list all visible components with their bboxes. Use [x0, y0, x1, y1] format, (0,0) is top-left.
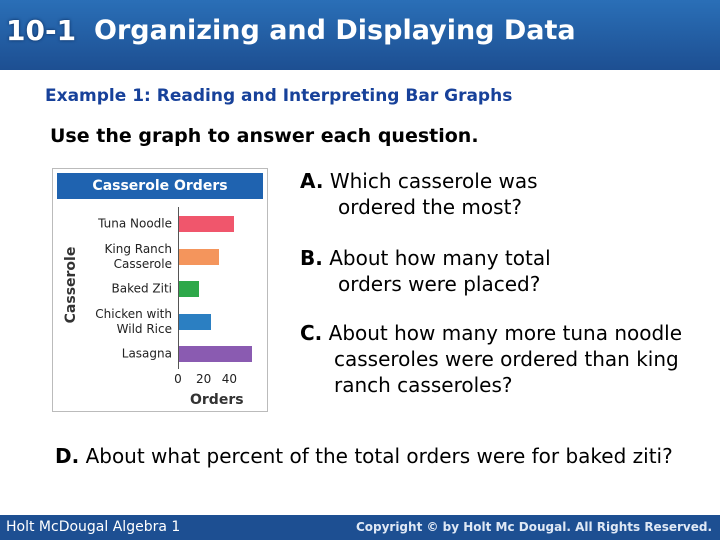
question: D. About what percent of the total order… [55, 443, 695, 469]
question-text: Which casserole was ordered the most? [329, 169, 538, 219]
category-label: Chicken with Wild Rice [95, 306, 172, 336]
chart: Casserole Orders Tuna Noodle King Ranch C… [52, 168, 268, 412]
question-text: About what percent of the total orders w… [85, 444, 673, 468]
chart-title: Casserole Orders [57, 173, 263, 199]
question-label: C. [300, 321, 323, 345]
question-label: B. [300, 246, 323, 270]
bar [178, 216, 235, 232]
lesson-title: Organizing and Displaying Data [94, 15, 576, 46]
footer-bar: Holt McDougal Algebra 1 Copyright © by H… [0, 515, 720, 540]
category-label: Baked Ziti [111, 281, 172, 296]
footer-right: Copyright © by Holt Mc Dougal. All Right… [355, 520, 712, 534]
example-title: Example 1: Reading and Interpreting Bar … [45, 86, 513, 106]
question: A. Which casserole was ordered the most? [300, 168, 600, 220]
question-text: About how many total orders were placed? [329, 246, 551, 296]
header-bar [0, 0, 720, 70]
y-axis-line [178, 207, 179, 369]
bar [178, 281, 199, 297]
question-label: A. [300, 169, 324, 193]
lesson-number: 10-1 [6, 14, 77, 47]
bar [178, 248, 220, 265]
category-label: King Ranch Casserole [104, 241, 172, 271]
y-axis-label: Casserole [63, 246, 79, 324]
instruction: Use the graph to answer each question. [50, 125, 479, 147]
category-label: Lasagna [121, 346, 172, 361]
x-tick-label: 0 [174, 372, 182, 386]
x-tick-label: 40 [221, 372, 237, 386]
question: B. About how many total orders were plac… [300, 245, 610, 297]
question-label: D. [55, 444, 80, 468]
question-text: About how many more tuna noodle casserol… [328, 321, 683, 397]
bar [178, 313, 212, 330]
x-axis-label: Orders [190, 392, 244, 408]
bar [178, 346, 253, 362]
question: C. About how many more tuna noodle casse… [300, 320, 716, 398]
x-tick-label: 20 [196, 372, 212, 386]
category-label: Tuna Noodle [98, 216, 172, 231]
footer-left: Holt McDougal Algebra 1 [6, 519, 181, 535]
